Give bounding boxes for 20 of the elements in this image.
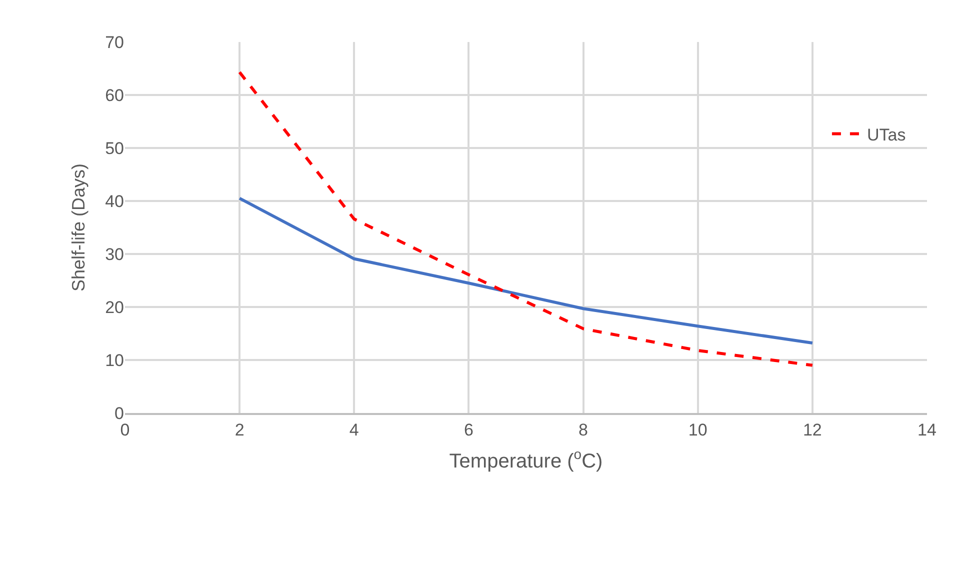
y-tick-label: 10 — [105, 350, 124, 370]
y-tick-label: 50 — [105, 138, 124, 158]
y-tick-label: 70 — [105, 32, 124, 52]
y-tick-label: 30 — [105, 244, 124, 264]
x-tick-label: 10 — [688, 420, 708, 440]
y-tick-label: 20 — [105, 298, 124, 317]
x-axis-title: Temperature ($^{o}$C) — [449, 446, 603, 472]
y-axis-title: Shelf-life (Days) — [68, 163, 88, 292]
line-series — [238, 70, 814, 367]
y-tick-label: 0 — [114, 404, 124, 423]
line-series — [238, 196, 814, 345]
x-tick-label: 14 — [918, 420, 936, 440]
y-tick-label: 40 — [105, 192, 124, 211]
x-tick-label: 12 — [802, 420, 822, 440]
x-tick-label: 2 — [234, 420, 244, 440]
y-tick-label: 60 — [105, 86, 124, 105]
x-tick-label: 8 — [578, 420, 588, 440]
x-tick-label: 4 — [349, 420, 359, 440]
x-tick-label: 6 — [464, 420, 474, 440]
legend-label: UTas — [866, 125, 906, 144]
